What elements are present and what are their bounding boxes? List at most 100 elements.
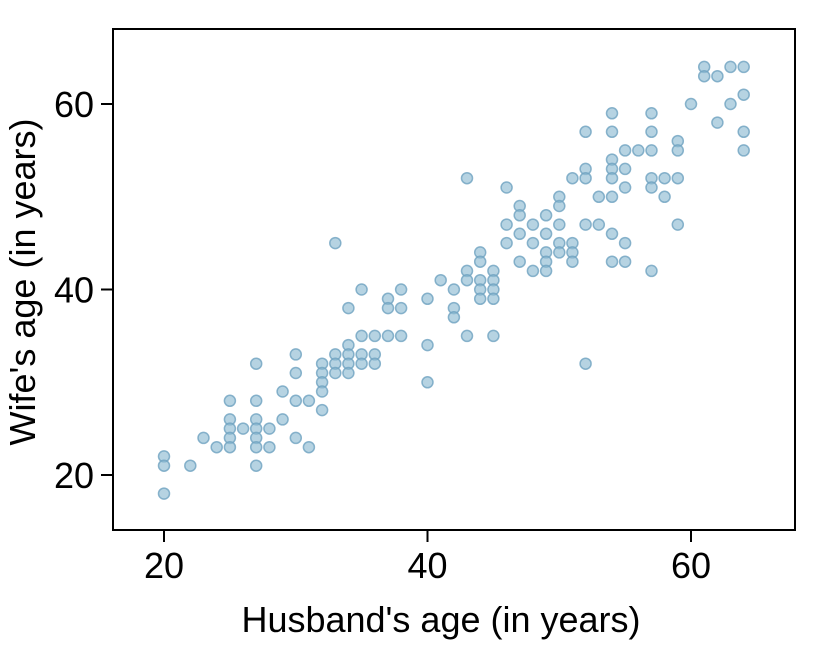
data-point	[197, 431, 210, 445]
data-point	[473, 292, 487, 306]
data-point	[487, 329, 500, 343]
data-point	[645, 107, 658, 120]
data-point	[460, 273, 474, 287]
data-point	[579, 125, 592, 139]
x-axis-ticks: 20 40 60	[144, 530, 711, 586]
y-tick-label: 60	[54, 84, 94, 125]
data-point	[566, 171, 579, 185]
data-point	[618, 236, 632, 250]
data-point	[618, 162, 632, 176]
data-point	[618, 181, 632, 194]
data-point	[368, 329, 382, 343]
data-point	[592, 190, 606, 204]
data-point	[658, 190, 671, 204]
data-point	[539, 264, 553, 278]
data-point	[223, 394, 237, 408]
data-point	[526, 218, 540, 231]
data-point	[157, 487, 171, 500]
data-point	[737, 60, 750, 74]
data-point	[487, 292, 500, 306]
data-point	[421, 292, 434, 306]
data-point	[315, 403, 329, 417]
data-point	[421, 338, 434, 352]
data-point	[329, 366, 342, 380]
data-point	[342, 366, 355, 380]
data-point	[249, 357, 263, 370]
y-axis-ticks: 20 40 60	[54, 84, 113, 496]
data-point	[342, 301, 355, 315]
data-point	[553, 199, 566, 213]
data-point	[184, 459, 197, 472]
data-point	[724, 60, 737, 74]
data-point	[276, 385, 289, 398]
data-point	[697, 69, 711, 83]
data-point	[645, 125, 658, 139]
plot-frame	[112, 28, 796, 531]
data-point	[711, 116, 724, 129]
data-point	[632, 144, 645, 157]
data-point	[394, 283, 408, 296]
data-point	[605, 171, 619, 185]
data-point	[513, 255, 526, 268]
y-axis-label: Wife's age (in years)	[2, 119, 43, 446]
data-point	[447, 311, 461, 324]
data-point	[526, 236, 540, 250]
data-point	[684, 97, 698, 111]
data-point	[605, 227, 619, 241]
data-point	[500, 218, 513, 231]
data-point	[236, 422, 250, 435]
data-point	[263, 440, 276, 454]
data-point	[566, 255, 579, 268]
data-point	[355, 357, 368, 370]
data-point	[605, 255, 619, 268]
data-point	[618, 255, 632, 268]
data-point	[421, 376, 434, 389]
data-point	[289, 348, 303, 361]
data-point	[302, 394, 316, 408]
data-point	[329, 236, 342, 250]
data-point	[381, 301, 395, 315]
data-point	[302, 440, 316, 454]
data-point	[737, 88, 750, 101]
data-point	[500, 181, 513, 194]
x-tick-label: 40	[407, 545, 447, 586]
data-point	[592, 218, 606, 231]
data-point	[249, 440, 263, 454]
y-tick-label: 40	[54, 270, 94, 311]
data-point	[263, 422, 276, 435]
x-axis-label: Husband's age (in years)	[241, 599, 640, 640]
y-tick-label: 20	[54, 455, 94, 496]
data-point	[579, 357, 592, 370]
data-point	[513, 209, 526, 222]
data-point	[579, 218, 592, 231]
data-point	[553, 246, 566, 259]
points-layer	[157, 60, 750, 500]
data-point	[289, 366, 303, 380]
data-point	[434, 273, 447, 287]
data-point	[539, 227, 553, 241]
data-point	[618, 144, 632, 157]
x-tick-label: 60	[671, 545, 711, 586]
data-point	[500, 236, 513, 250]
data-point	[671, 218, 685, 231]
data-point	[289, 394, 303, 408]
data-point	[605, 190, 619, 204]
data-point	[381, 329, 395, 343]
data-point	[658, 171, 671, 185]
data-point	[276, 413, 289, 426]
data-point	[605, 125, 619, 139]
data-point	[460, 329, 474, 343]
data-point	[210, 440, 223, 454]
data-point	[645, 144, 658, 157]
data-point	[579, 171, 592, 185]
data-point	[605, 107, 619, 120]
data-point	[460, 171, 474, 185]
data-point	[447, 283, 461, 296]
data-point	[249, 459, 263, 472]
data-point	[315, 385, 329, 398]
data-point	[394, 329, 408, 343]
data-point	[671, 171, 685, 185]
data-point	[645, 181, 658, 194]
